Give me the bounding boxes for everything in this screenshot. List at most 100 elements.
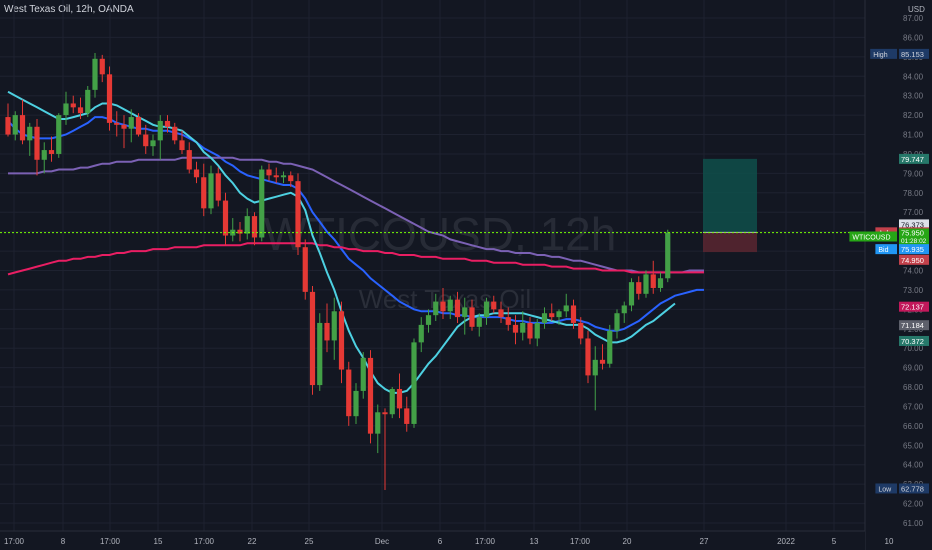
candle-body [172,126,178,141]
price-label: 85.153 High [870,48,929,59]
candle-body [657,278,664,288]
price-label-tag-text: High [873,52,888,59]
price-tick-label: 86.00 [903,33,924,42]
price-label-value: 70.372 [901,337,924,346]
candle-body [462,307,468,318]
candle-body [164,120,171,127]
candle-body [570,305,577,323]
candle-body [143,134,149,147]
candle-body [186,150,192,170]
candle-body [404,408,410,424]
price-tick-label: 67.00 [903,402,924,411]
candle-body [418,324,424,343]
time-tick-label: 2022 [777,537,795,546]
price-tick-label: 84.00 [903,72,924,81]
candle-body [288,175,294,182]
candle-body [92,58,98,90]
price-label-box [899,219,929,230]
price-label-value: 85.153 [901,50,924,59]
time-tick-label: 25 [305,537,314,546]
price-label: 70.372 [899,335,929,346]
candle-body [599,359,606,364]
candle-body [259,169,265,238]
candle-body [70,103,76,108]
price-tick-label: 83.00 [903,92,924,101]
candle-body [447,299,453,312]
price-label: 62.778 Low [875,483,929,494]
price-label-value: 79.747 [901,155,924,164]
candle-body [41,150,47,160]
candle-body [215,173,221,201]
candle-body [563,305,569,312]
candle-body [578,322,584,339]
time-tick-label: 13 [530,537,539,546]
time-tick-label: 17:00 [570,537,591,546]
price-label-tag [875,483,897,494]
candle-body [77,107,84,114]
price-label-box [899,244,929,255]
candle-body [389,388,395,415]
candle-body [498,309,504,318]
candle-body [208,173,214,209]
price-tick-label: 69.00 [903,364,924,373]
candle-body [266,169,272,176]
candle-body [201,177,207,209]
time-tick-label: 17:00 [4,537,25,546]
time-tick-label: 20 [623,537,632,546]
candle-body [556,311,562,318]
candle-body [244,216,250,234]
price-label-value: 75.950 [901,229,924,238]
time-tick-label: 5 [832,537,837,546]
price-label-tag [870,48,897,59]
price-tick-label: 79.00 [903,169,924,178]
price-label-box [899,301,929,312]
price-label-tag-text: WTICOUSD [852,235,890,242]
currency-label: USD [908,5,925,14]
candle-body [135,117,142,135]
candle-body [621,305,627,314]
candle-body [367,357,374,434]
candle-body [121,124,127,129]
candle-body [273,175,279,178]
price-label-box [899,153,929,164]
candle-body [251,216,258,238]
price-label: 75.935 Bid [875,244,929,255]
price-label-tag [875,244,897,255]
candle-body [382,412,388,415]
candle-body [650,274,656,288]
candle-body [114,122,120,125]
candle-body [396,388,403,409]
candle-body [19,115,26,141]
price-tick-label: 82.00 [903,111,924,120]
candle-body [317,322,323,386]
candle-body [534,322,540,339]
time-tick-label: 27 [700,537,709,546]
candle-body [549,313,555,318]
candle-body [476,317,482,327]
position-stop-zone [703,232,757,253]
candle-body [338,311,345,370]
candle-body [34,126,40,160]
candle-body [309,291,316,386]
candle-body [222,200,229,236]
candle-body [106,74,113,123]
candle-body [607,330,613,364]
price-tick-label: 87.00 [903,14,924,23]
price-tick-label: 78.00 [903,189,924,198]
price-tick-label: 66.00 [903,422,924,431]
price-label: 76.373 [899,219,929,230]
candle-body [63,103,69,116]
candle-body [636,282,642,294]
candle-body [324,322,330,341]
price-label: 74.950 [899,254,929,265]
candle-body [346,369,352,417]
price-label-box [899,254,929,265]
candle-body [585,338,591,376]
candle-body [56,115,62,154]
candle-body [331,311,337,341]
price-tick-label: 65.00 [903,441,924,450]
price-label: 72.137 [899,301,929,312]
candle-body [48,150,55,154]
candle-body [433,301,439,316]
